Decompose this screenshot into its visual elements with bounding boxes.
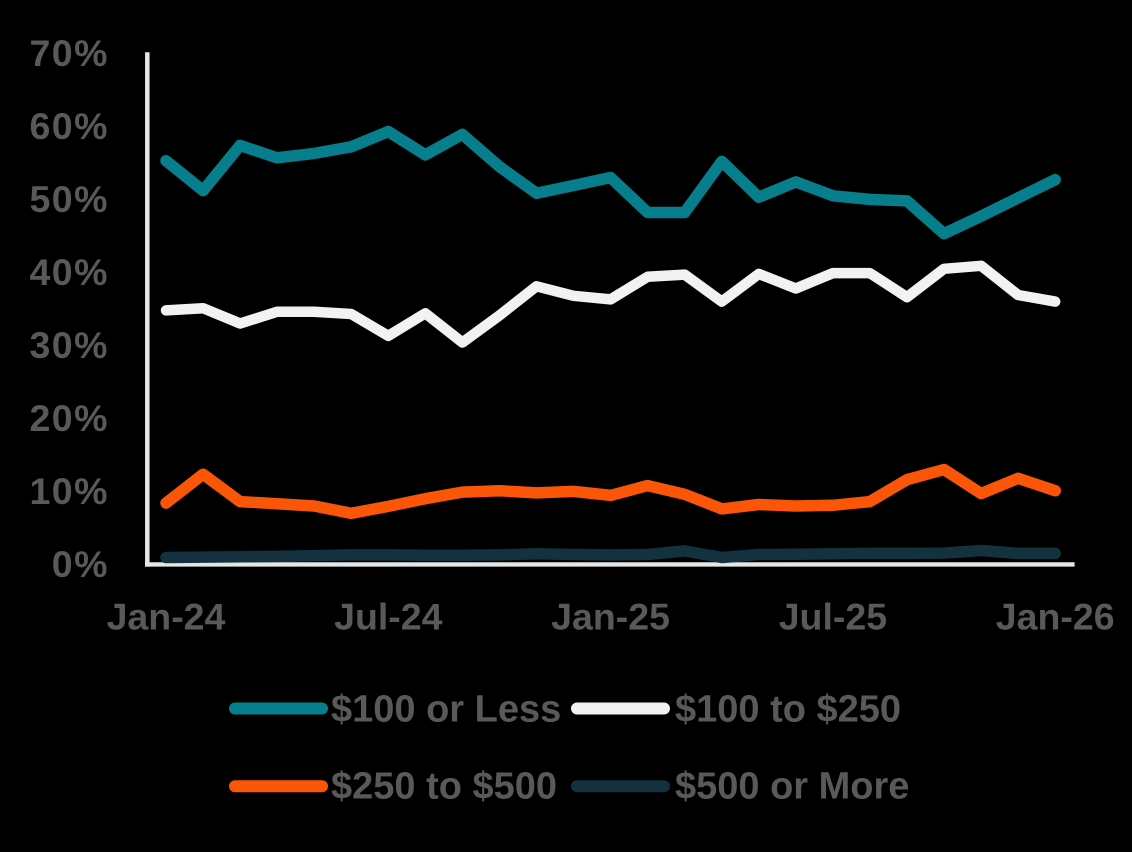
svg-text:$100 or Less: $100 or Less bbox=[331, 689, 561, 731]
svg-text:$100 to $250: $100 to $250 bbox=[675, 689, 901, 731]
svg-text:Jul-24: Jul-24 bbox=[334, 596, 443, 638]
svg-text:$250 to $500: $250 to $500 bbox=[331, 766, 557, 808]
svg-text:70%: 70% bbox=[29, 32, 109, 74]
svg-text:40%: 40% bbox=[29, 251, 109, 293]
svg-text:10%: 10% bbox=[29, 470, 109, 512]
svg-text:20%: 20% bbox=[29, 397, 109, 439]
svg-text:Jan-25: Jan-25 bbox=[551, 596, 670, 638]
svg-text:60%: 60% bbox=[29, 105, 109, 147]
svg-text:Jul-25: Jul-25 bbox=[779, 596, 887, 638]
svg-text:50%: 50% bbox=[29, 178, 109, 220]
svg-text:$500 or More: $500 or More bbox=[675, 766, 909, 808]
svg-text:Jan-26: Jan-26 bbox=[996, 596, 1115, 638]
svg-text:0%: 0% bbox=[52, 543, 109, 585]
svg-text:30%: 30% bbox=[29, 324, 109, 366]
svg-text:Jan-24: Jan-24 bbox=[107, 596, 226, 638]
